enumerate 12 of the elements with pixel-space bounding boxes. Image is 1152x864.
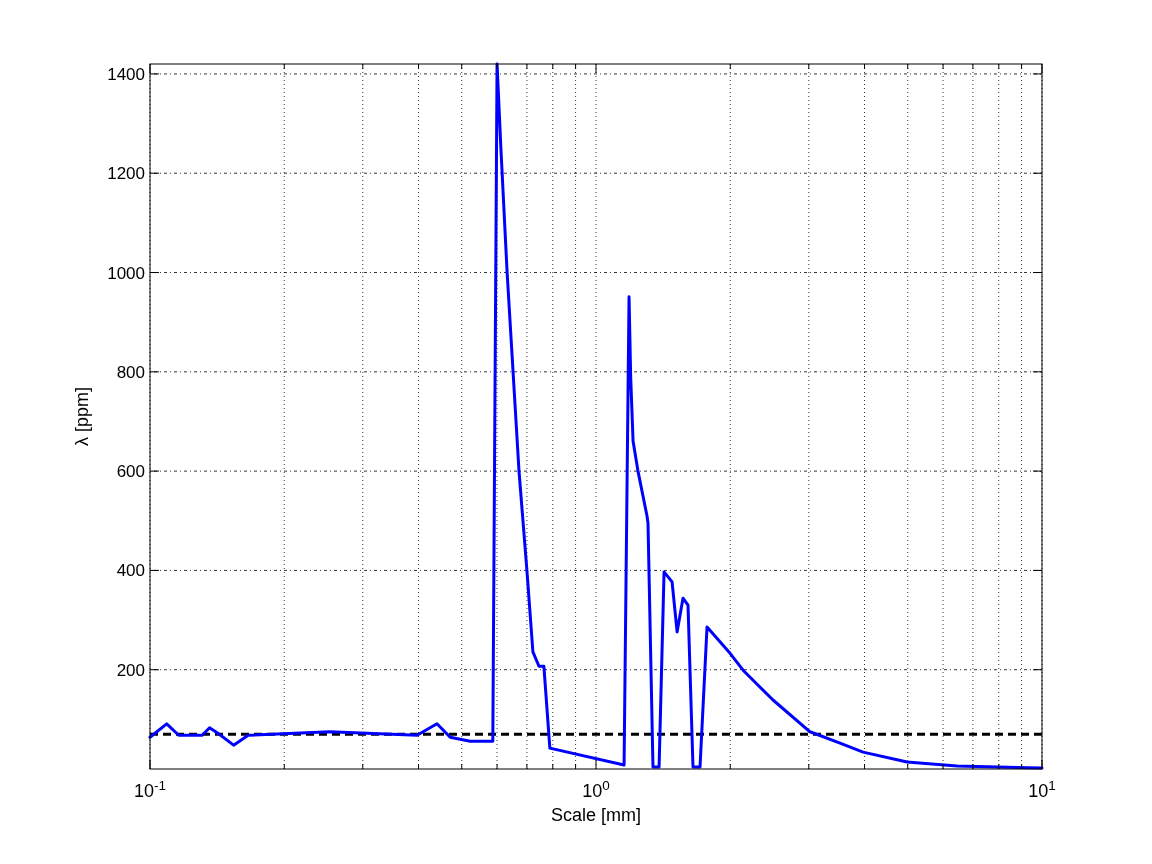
y-tick-label: 200	[116, 660, 145, 680]
y-tick-label: 1400	[107, 64, 145, 84]
y-tick-label: 600	[116, 462, 145, 482]
x-axis-title: Scale [mm]	[550, 805, 642, 825]
y-tick-label: 1200	[107, 164, 145, 184]
x-tick-label: 10$^{1}$	[1028, 777, 1056, 801]
y-tick-label: 400	[116, 561, 145, 581]
y-tick-label: 800	[116, 362, 145, 382]
y-axis-title: λ [ppm]	[72, 386, 92, 447]
y-tick-label: 1000	[107, 263, 145, 283]
x-tick-label: 10$^{0}$	[582, 777, 610, 801]
x-tick-label: 10$^{-1}$	[133, 777, 167, 801]
